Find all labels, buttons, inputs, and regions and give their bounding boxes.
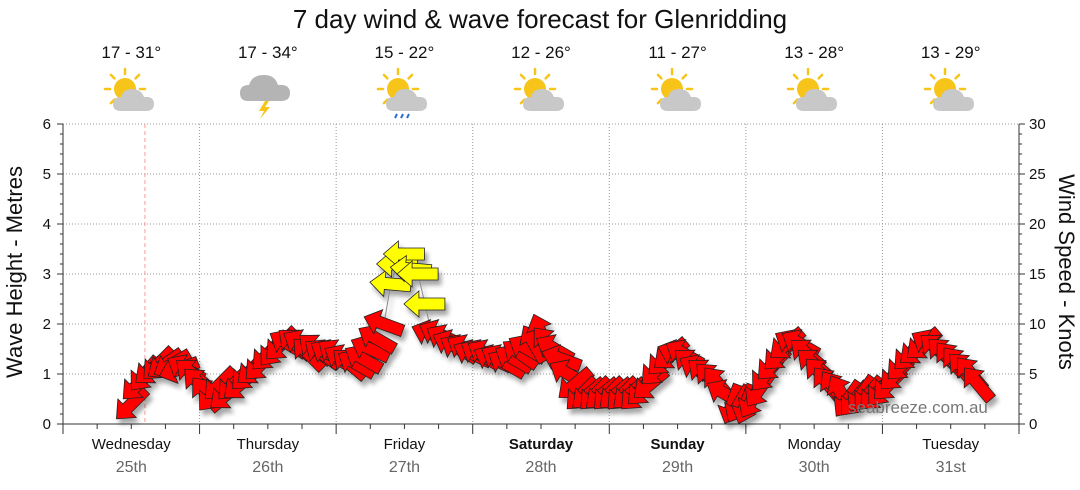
wind-arrow-series <box>116 240 997 425</box>
y-axis-label-left: Wave Height - Metres <box>2 166 27 378</box>
day-forecast: 11 - 27° <box>610 43 746 119</box>
temperature-range: 11 - 27° <box>648 43 707 62</box>
partly-cloudy-rain-icon <box>374 67 434 119</box>
day-name: Friday <box>383 436 426 453</box>
wind-arrow-point <box>403 290 446 318</box>
day-name: Tuesday <box>922 436 980 453</box>
day-date: 31st <box>935 459 966 476</box>
partly-cloudy-icon <box>101 67 161 119</box>
temperature-range: 12 - 26° <box>511 43 571 62</box>
day-date: 27th <box>388 459 420 476</box>
y-tick-label-left: 5 <box>43 166 51 183</box>
y-tick-label-left: 3 <box>43 266 51 283</box>
x-tick-label: Friday 27th <box>336 436 472 477</box>
day-date: 25th <box>115 459 147 476</box>
y-tick-label-left: 0 <box>43 416 51 433</box>
y-axis-label-right: Wind Speed - Knots <box>1054 174 1079 370</box>
partly-cloudy-icon <box>921 67 981 119</box>
chart-title: 7 day wind & wave forecast for Glenriddi… <box>292 4 788 34</box>
y-tick-label-left: 2 <box>43 316 51 333</box>
temperature-range: 17 - 34° <box>237 43 298 62</box>
wind-connector-segment <box>383 283 392 325</box>
wind-arrow-point <box>396 260 439 288</box>
wind-arrow-point <box>963 367 997 404</box>
day-date: 29th <box>661 459 694 476</box>
day-date: 30th <box>798 459 830 476</box>
partly-cloudy-icon <box>784 67 844 119</box>
x-tick-label: Sunday 29th <box>610 436 746 477</box>
day-name: Sunday <box>650 436 705 453</box>
partly-cloudy-icon <box>648 67 708 119</box>
day-forecast: 13 - 29° <box>883 43 1019 119</box>
y-tick-label-right: 10 <box>1029 316 1046 333</box>
x-tick-label: Wednesday 25th <box>63 436 199 477</box>
axes: 0 1 2 3 4 5 6 0 5 10 15 20 25 30 <box>43 116 1046 434</box>
x-tick-label: Thursday 26th <box>200 436 336 477</box>
day-forecast: 15 - 22° <box>336 43 472 119</box>
y-tick-label-right: 20 <box>1029 216 1046 233</box>
thunderstorm-icon <box>238 67 298 119</box>
day-name: Wednesday <box>91 436 171 453</box>
day-name: Thursday <box>236 436 300 453</box>
wind-arrow-point <box>363 309 406 337</box>
y-tick-label-right: 30 <box>1029 116 1046 133</box>
day-forecast: 13 - 28° <box>746 43 882 119</box>
temperature-range: 15 - 22° <box>374 43 435 62</box>
day-forecast: 17 - 31° <box>63 43 199 119</box>
temperature-range: 17 - 31° <box>101 43 162 62</box>
wind-arrow-point <box>358 324 398 355</box>
day-name: Saturday <box>508 436 574 453</box>
day-name: Monday <box>787 436 841 453</box>
partly-cloudy-icon <box>511 67 571 119</box>
y-tick-label-left: 6 <box>43 116 51 133</box>
y-tick-label-left: 4 <box>43 216 51 233</box>
day-date: 28th <box>525 459 557 476</box>
x-tick-label: Saturday 28th <box>473 436 609 477</box>
day-date: 26th <box>252 459 284 476</box>
y-tick-label-left: 1 <box>43 366 51 383</box>
y-tick-label-right: 15 <box>1029 266 1046 283</box>
day-forecast: 12 - 26° <box>473 43 609 119</box>
x-tick-label: Tuesday 31st <box>883 436 1019 477</box>
day-forecast: 17 - 34° <box>200 43 336 119</box>
temperature-range: 13 - 29° <box>920 43 981 62</box>
temperature-range: 13 - 28° <box>784 43 844 62</box>
y-tick-label-right: 5 <box>1029 366 1037 383</box>
y-tick-label-right: 25 <box>1029 166 1046 183</box>
watermark: seabreeze.com.au <box>848 398 988 417</box>
y-tick-label-right: 0 <box>1029 416 1037 433</box>
x-tick-label: Monday 30th <box>746 436 882 477</box>
